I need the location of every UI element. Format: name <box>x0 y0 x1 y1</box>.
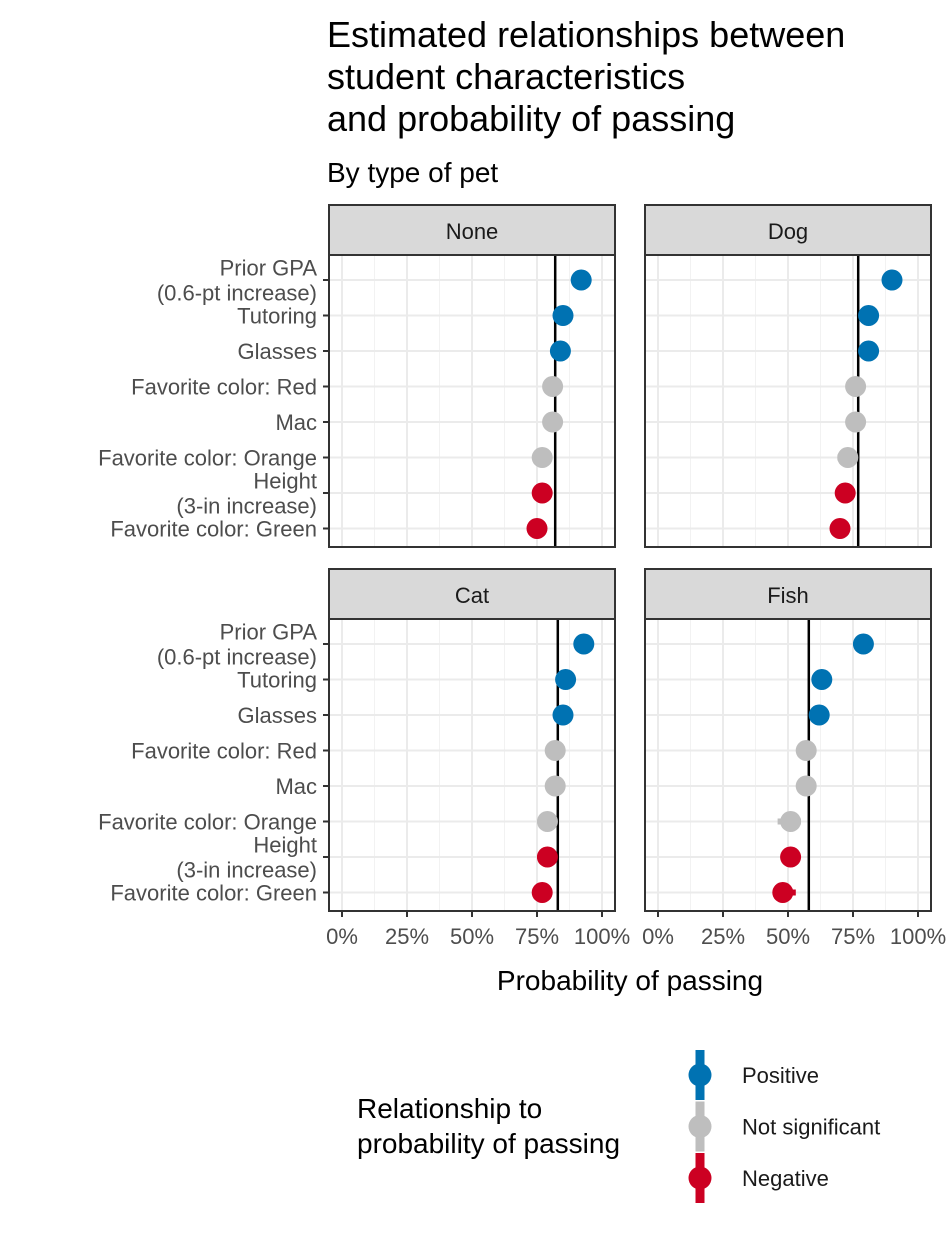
y-tick-label: Favorite color: Orange <box>98 446 317 471</box>
legend-key-point <box>688 1166 712 1190</box>
chart-title-line: Estimated relationships between <box>327 14 845 55</box>
estimate-point <box>834 482 856 504</box>
estimate-point <box>531 882 553 903</box>
facet-strip-label: Fish <box>767 583 809 608</box>
y-tick-label: Prior GPA <box>220 256 318 281</box>
x-tick-label: 100% <box>890 924 946 949</box>
estimate-point <box>555 669 577 690</box>
legend-key-point <box>688 1063 712 1087</box>
x-tick-label: 50% <box>450 924 494 949</box>
y-tick-label: (3-in increase) <box>176 494 317 519</box>
y-tick-label: Glasses <box>238 703 317 728</box>
facet-strip-label: Dog <box>768 219 808 244</box>
facet-panel-dog: Dog <box>644 204 932 548</box>
estimate-point <box>544 740 566 761</box>
facet-strip-label: None <box>446 219 499 244</box>
facet-panel-fish: Fish 0% 25% 50% 75% 100% <box>642 568 946 949</box>
estimate-point <box>531 447 553 468</box>
legend-title: Relationship to <box>357 1093 542 1124</box>
y-tick-label: Height <box>253 833 317 858</box>
x-tick-label: 25% <box>701 924 745 949</box>
estimate-point <box>811 669 833 690</box>
estimate-point <box>536 811 558 832</box>
y-tick-label: Prior GPA <box>220 620 318 645</box>
estimate-point <box>531 482 553 504</box>
x-tick-label: 0% <box>642 924 674 949</box>
y-tick-label: (0.6-pt increase) <box>157 645 317 670</box>
x-tick-label: 75% <box>831 924 875 949</box>
estimate-point <box>795 775 817 797</box>
estimate-point <box>772 882 794 903</box>
estimate-point <box>549 340 571 362</box>
estimate-point <box>858 340 880 362</box>
estimate-point <box>845 411 867 433</box>
y-tick-label: Favorite color: Green <box>110 517 317 542</box>
facet-panel-cat: Cat Prior GPA(0.6-pt increase)Tutoring Gla… <box>98 568 630 949</box>
estimate-point <box>852 633 874 655</box>
estimate-point <box>552 305 574 326</box>
chart-title-line: student characteristics <box>327 56 685 97</box>
panel-border <box>328 254 616 548</box>
legend-key-positive <box>688 1050 712 1100</box>
legend-key-ns <box>688 1101 712 1152</box>
x-tick-label: 75% <box>515 924 559 949</box>
estimate-point <box>542 376 564 397</box>
x-tick-label: 0% <box>326 924 358 949</box>
estimate-point <box>858 305 880 326</box>
y-tick-label: Mac <box>275 774 317 799</box>
y-tick-label: Tutoring <box>237 304 317 329</box>
estimate-point <box>808 704 830 726</box>
x-axis-title: Probability of passing <box>497 965 763 996</box>
y-tick-label: Height <box>253 469 317 494</box>
legend-label: Negative <box>742 1166 829 1191</box>
estimate-point <box>536 846 558 868</box>
estimate-point <box>570 269 592 291</box>
estimate-point <box>526 518 548 539</box>
legend-label: Not significant <box>742 1115 880 1140</box>
y-tick-label: Glasses <box>238 339 317 364</box>
y-tick-label: Mac <box>275 410 317 435</box>
legend-title: probability of passing <box>357 1128 620 1159</box>
y-tick-label: (0.6-pt increase) <box>157 281 317 306</box>
estimate-point <box>837 447 859 468</box>
facet-panel-none: None Prior GPA(0.6-pt increase)Tutoring Gl… <box>98 204 616 548</box>
y-tick-label: Favorite color: Red <box>131 739 317 764</box>
y-tick-label: Favorite color: Red <box>131 375 317 400</box>
x-tick-label: 25% <box>385 924 429 949</box>
facet-strip-label: Cat <box>455 583 489 608</box>
legend-key-point <box>688 1115 712 1138</box>
y-tick-label: Favorite color: Orange <box>98 810 317 835</box>
estimate-point <box>544 775 566 797</box>
chart-subtitle: By type of pet <box>327 157 498 188</box>
y-tick-label: Tutoring <box>237 668 317 693</box>
estimate-point <box>573 633 595 655</box>
y-tick-label: Favorite color: Green <box>110 881 317 906</box>
panel-border <box>644 254 932 548</box>
estimate-point <box>795 740 817 761</box>
legend: Relationship to probability of passing Pos… <box>357 1050 880 1203</box>
estimate-point <box>780 846 802 868</box>
y-tick-label: (3-in increase) <box>176 858 317 883</box>
legend-key-negative <box>688 1153 712 1203</box>
legend-label: Positive <box>742 1063 819 1088</box>
estimate-point <box>829 518 851 539</box>
facet-strip <box>328 568 616 620</box>
estimate-point <box>845 376 867 397</box>
x-tick-label: 100% <box>574 924 630 949</box>
x-tick-label: 50% <box>766 924 810 949</box>
chart-title-line: and probability of passing <box>327 98 735 139</box>
estimate-point <box>542 411 564 433</box>
estimate-point <box>780 811 802 832</box>
estimate-point <box>881 269 903 291</box>
facet-strip <box>328 204 616 256</box>
estimate-point <box>552 704 574 726</box>
